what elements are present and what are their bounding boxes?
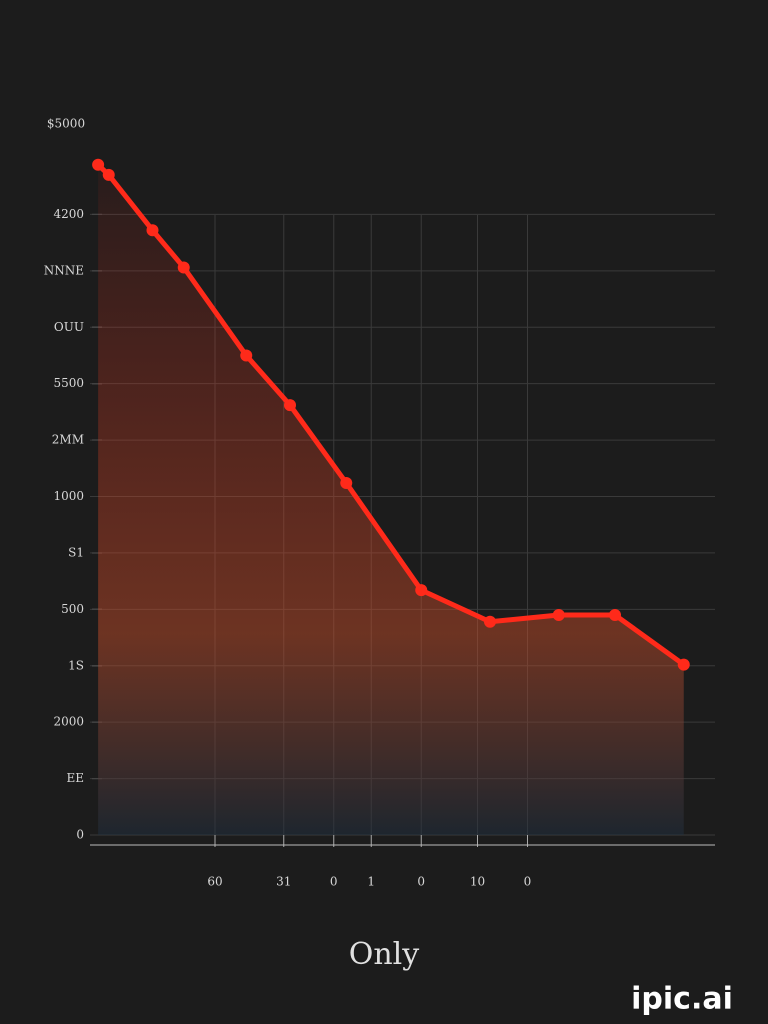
x-tick-label: 31 bbox=[276, 875, 291, 889]
y-tick-label: 4200 bbox=[53, 207, 84, 221]
y-tick-label: OUU bbox=[54, 320, 84, 334]
point bbox=[677, 658, 690, 671]
point bbox=[284, 399, 296, 412]
x-tick-label: 10 bbox=[470, 875, 485, 889]
point bbox=[340, 476, 353, 489]
y-tick-label: 500 bbox=[61, 602, 84, 616]
y-tick-label: 1000 bbox=[53, 489, 84, 503]
point bbox=[415, 584, 428, 597]
y-tick-label: 5500 bbox=[53, 376, 84, 390]
y-tick-label: 0 bbox=[76, 828, 84, 842]
y-tick-label: EE bbox=[66, 771, 84, 785]
point bbox=[177, 261, 190, 274]
watermark: ipic.ai bbox=[631, 982, 733, 1017]
x-tick-label: 0 bbox=[417, 875, 425, 889]
y-tick-label: 2000 bbox=[53, 715, 84, 729]
caption: Only bbox=[349, 937, 420, 972]
x-tick-label: 0 bbox=[524, 875, 532, 889]
area bbox=[98, 164, 684, 835]
point bbox=[146, 224, 159, 237]
point bbox=[102, 168, 115, 181]
y-tick-label: 2MM bbox=[52, 433, 84, 447]
x-tick-label: 1 bbox=[367, 875, 375, 889]
point bbox=[240, 349, 253, 362]
y-tick-label: 1S bbox=[68, 658, 84, 672]
x-tick-label: 0 bbox=[330, 875, 338, 889]
y-tick-label: NNNE bbox=[44, 263, 84, 277]
y-tick-label: S1 bbox=[68, 545, 84, 559]
point bbox=[552, 608, 565, 621]
x-tick-label: 60 bbox=[207, 875, 222, 889]
point bbox=[609, 608, 621, 621]
line bbox=[96, 162, 686, 667]
point bbox=[92, 158, 105, 171]
point bbox=[484, 615, 496, 628]
y-axis-title: $5000 bbox=[47, 117, 85, 131]
